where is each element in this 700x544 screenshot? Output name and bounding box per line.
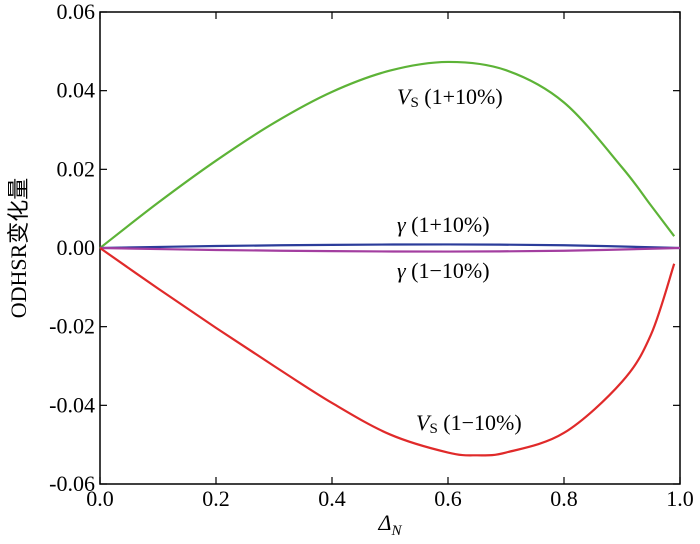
- series-line-3: [99, 247, 676, 457]
- series-label-2: γ (1−10%): [397, 258, 490, 283]
- y-tick-label: 0.02: [57, 156, 96, 181]
- x-axis-title: ΔN: [378, 510, 403, 539]
- series-line-1: [99, 243, 681, 250]
- series-lines: [99, 60, 681, 457]
- y-axis-title: ODHSR变化量: [6, 178, 31, 319]
- x-tick-label: 0.6: [434, 486, 462, 511]
- series-labels: VS (1+10%) γ (1+10%) γ (1−10%) VS (1−10%): [397, 84, 522, 437]
- y-tick-label: -0.06: [49, 471, 95, 496]
- series-label-1: γ (1+10%): [397, 212, 490, 237]
- y-tick-label: -0.04: [49, 392, 95, 417]
- y-tick-label: 0.06: [57, 0, 96, 24]
- series-label-3: VS (1−10%): [416, 410, 522, 437]
- plot-area-frame: [99, 11, 681, 485]
- x-axis: 0.0 0.2 0.4 0.6 0.8 1.0: [86, 12, 694, 511]
- x-tick-label: 0.4: [318, 486, 346, 511]
- x-axis-title-main: Δ: [378, 510, 392, 535]
- x-tick-label: 1.0: [666, 486, 694, 511]
- x-axis-title-sub: N: [390, 523, 402, 539]
- y-tick-label: 0.00: [57, 235, 96, 260]
- series-label-0: VS (1+10%): [397, 84, 503, 111]
- series-line-2: [99, 246, 681, 253]
- y-tick-label: 0.04: [57, 78, 96, 103]
- x-tick-label: 0.8: [550, 486, 578, 511]
- x-tick-label: 0.2: [202, 486, 230, 511]
- y-axis: 0.06 0.04 0.02 0.00 -0.02 -0.04 -0.06: [49, 0, 680, 496]
- series-line-0: [99, 60, 676, 249]
- x-tick-label: 0.0: [86, 486, 114, 511]
- y-tick-label: -0.02: [49, 314, 95, 339]
